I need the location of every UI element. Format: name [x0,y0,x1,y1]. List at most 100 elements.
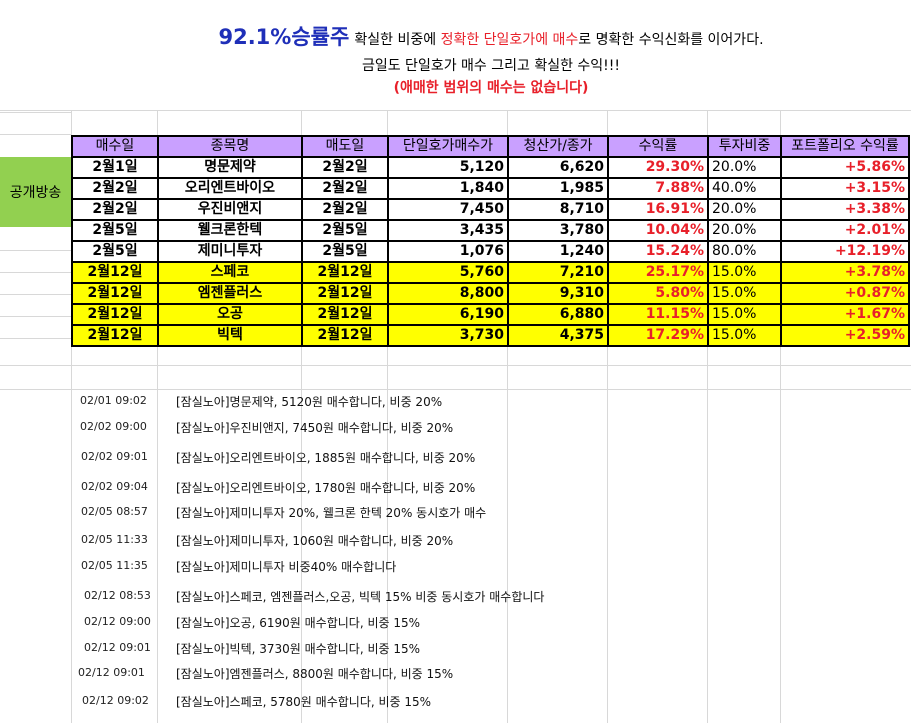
grid-column-line [780,0,781,723]
weight-cell: 15.0% [707,303,782,326]
col-header-close-price: 청산가/종가 [507,135,609,158]
brand-title: 92.1%승률주 [218,25,350,49]
disclaimer: (애매한 범위의 매수는 없습니다) [393,80,589,96]
grid-row-line [0,389,911,390]
table-row: 2월5일 웰크론한텍 2월5일 3,435 3,780 10.04% 20.0% +2.01% [71,219,910,242]
log-entry: 02/12 08:53 [잠실노아]스페코, 엠젠플러스,오공, 빅텍 15% 비… [71,583,911,608]
close-price-cell: 8,710 [507,198,609,221]
portfolio-return-cell: +12.19% [780,240,910,263]
table-row: 2월5일 제미니투자 2월5일 1,076 1,240 15.24% 80.0% +12.19… [71,240,910,263]
weight-cell: 15.0% [707,261,782,284]
portfolio-return-cell: +3.38% [780,198,910,221]
grid-column-line [387,0,388,723]
log-entry: 02/05 08:57 [잠실노아]제미니투자 20%, 웰크론 한텍 20% 동… [71,499,911,524]
log-message: [잠실노아]오리엔트바이오, 1780원 매수합니다, 비중 20% [176,481,476,495]
buy-date-cell: 2월5일 [71,240,159,263]
return-cell: 5.80% [607,282,709,305]
sell-date-cell: 2월5일 [301,240,389,263]
close-price-cell: 4,375 [507,324,609,347]
buy-price-cell: 1,076 [387,240,509,263]
grid-column-line [507,0,508,723]
grid-column-line [301,0,302,723]
grid-column-line [71,0,72,723]
table-row: 2월2일 오리엔트바이오 2월2일 1,840 1,985 7.88% 40.0% +3.15… [71,177,910,200]
return-cell: 16.91% [607,198,709,221]
log-timestamp: 02/12 09:00 [84,615,151,628]
return-cell: 10.04% [607,219,709,242]
table-row: 2월2일 우진비앤지 2월2일 7,450 8,710 16.91% 20.0% +3.38% [71,198,910,221]
return-cell: 17.29% [607,324,709,347]
log-message: [잠실노아]명문제약, 5120원 매수합니다, 비중 20% [176,395,443,409]
portfolio-return-cell: +3.78% [780,261,910,284]
close-price-cell: 6,620 [507,156,609,179]
portfolio-return-cell: +3.15% [780,177,910,200]
weight-cell: 15.0% [707,282,782,305]
buy-date-cell: 2월12일 [71,261,159,284]
log-timestamp: 02/02 09:04 [81,480,148,493]
log-entry: 02/02 09:00 [잠실노아]우진비앤지, 7450원 매수합니다, 비중 … [71,414,911,439]
sell-date-cell: 2월5일 [301,219,389,242]
return-cell: 7.88% [607,177,709,200]
stock-name-cell: 우진비앤지 [157,198,303,221]
grid-row-line [0,316,71,317]
log-entry: 02/01 09:02 [잠실노아]명문제약, 5120원 매수합니다, 비중 2… [71,388,911,413]
weight-cell: 15.0% [707,324,782,347]
table-header-row: 매수일 종목명 매도일 단일호가매수가 청산가/종가 수익률 투자비중 포트폴리… [71,135,910,158]
log-entry: 02/12 09:02 [잠실노아]스페코, 5780원 매수합니다, 비중 15… [71,688,911,713]
stock-name-cell: 오리엔트바이오 [157,177,303,200]
log-timestamp: 02/12 08:53 [84,589,151,602]
table-row: 2월12일 오공 2월12일 6,190 6,880 11.15% 15.0% +1.67% [71,303,910,326]
log-entry: 02/02 09:01 [잠실노아]오리엔트바이오, 1885원 매수합니다, 비… [71,444,911,469]
headline: 92.1%승률주 확실한 비중에 정확한 단일호가에 매수로 명확한 수익신화를… [71,21,911,51]
log-timestamp: 02/01 09:02 [80,394,147,407]
buy-date-cell: 2월1일 [71,156,159,179]
col-header-buy-price: 단일호가매수가 [387,135,509,158]
headline-text-emphasis: 정확한 단일호가에 매수 [440,32,579,48]
return-cell: 25.17% [607,261,709,284]
log-timestamp: 02/05 11:33 [81,533,148,546]
grid-column-line [707,0,708,723]
grid-column-line [607,0,608,723]
table-row: 2월12일 빅텍 2월12일 3,730 4,375 17.29% 15.0% +2.59% [71,324,910,347]
log-entry: 02/12 09:00 [잠실노아]오공, 6190원 매수합니다, 비중 15% [71,609,911,634]
col-header-stock-name: 종목명 [157,135,303,158]
log-message: [잠실노아]빅텍, 3730원 매수합니다, 비중 15% [176,642,421,656]
log-timestamp: 02/12 09:01 [84,641,151,654]
log-message: [잠실노아]스페코, 엠젠플러스,오공, 빅텍 15% 비중 동시호가 매수합니… [176,590,545,604]
grid-row-line [0,272,71,273]
log-timestamp: 02/02 09:00 [80,420,147,433]
buy-price-cell: 5,760 [387,261,509,284]
sell-date-cell: 2월2일 [301,156,389,179]
weight-cell: 20.0% [707,156,782,179]
buy-date-cell: 2월12일 [71,282,159,305]
log-entry: 02/12 09:01 [잠실노아]엠젠플러스, 8800원 매수합니다, 비중 … [71,660,911,685]
weight-cell: 40.0% [707,177,782,200]
sell-date-cell: 2월12일 [301,282,389,305]
subheadline: 금일도 단일호가 매수 그리고 확실한 수익!!! [361,58,621,74]
close-price-cell: 3,780 [507,219,609,242]
close-price-cell: 6,880 [507,303,609,326]
buy-price-cell: 5,120 [387,156,509,179]
grid-row-line [0,338,71,339]
weight-cell: 20.0% [707,198,782,221]
log-timestamp: 02/12 09:02 [82,694,149,707]
col-header-return: 수익률 [607,135,709,158]
portfolio-return-cell: +5.86% [780,156,910,179]
log-entry: 02/02 09:04 [잠실노아]오리엔트바이오, 1780원 매수합니다, 비… [71,474,911,499]
table-row: 2월12일 엠젠플러스 2월12일 8,800 9,310 5.80% 15.0% +0.87… [71,282,910,305]
stock-name-cell: 명문제약 [157,156,303,179]
col-header-weight: 투자비중 [707,135,782,158]
close-price-cell: 7,210 [507,261,609,284]
buy-price-cell: 1,840 [387,177,509,200]
buy-date-cell: 2월12일 [71,303,159,326]
log-timestamp: 02/02 09:01 [81,450,148,463]
log-message: [잠실노아]오리엔트바이오, 1885원 매수합니다, 비중 20% [176,451,476,465]
buy-price-cell: 3,435 [387,219,509,242]
table-row: 2월12일 스페코 2월12일 5,760 7,210 25.17% 15.0% +3.78% [71,261,910,284]
log-message: [잠실노아]우진비앤지, 7450원 매수합니다, 비중 20% [176,421,454,435]
col-header-buy-date: 매수일 [71,135,159,158]
return-cell: 29.30% [607,156,709,179]
grid-row-line [0,134,71,135]
buy-date-cell: 2월2일 [71,198,159,221]
log-message: [잠실노아]제미니투자, 1060원 매수합니다, 비중 20% [176,534,454,548]
